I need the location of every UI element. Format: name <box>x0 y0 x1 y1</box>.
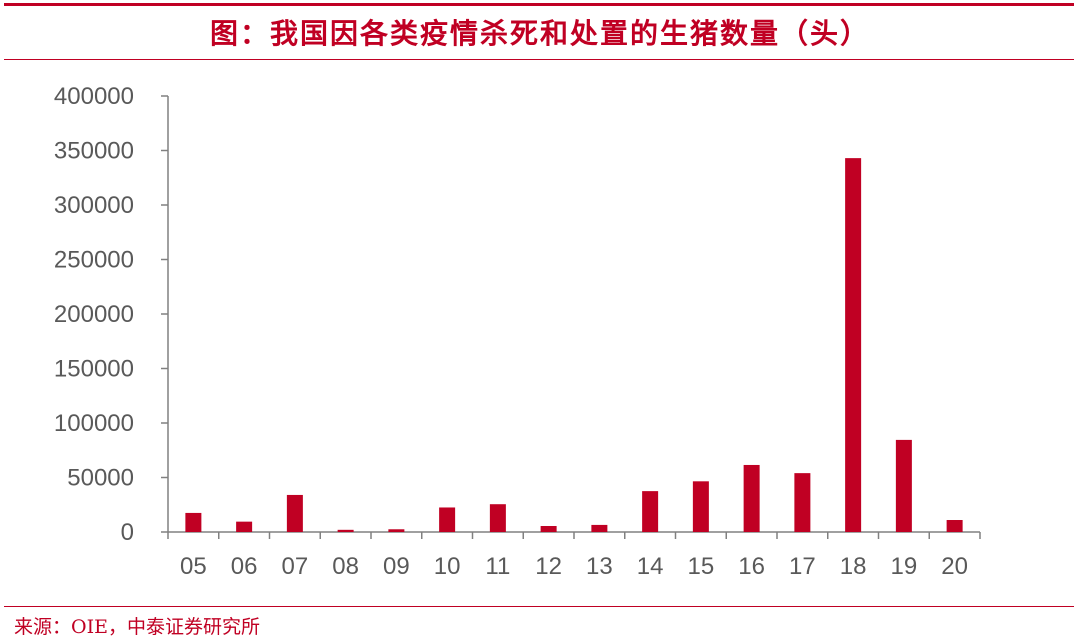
y-tick-label: 0 <box>121 519 134 546</box>
title-underline <box>4 59 1074 60</box>
bar-07 <box>286 494 303 532</box>
source-note: 来源：OIE，中泰证券研究所 <box>14 616 260 638</box>
bar-17 <box>794 473 811 532</box>
bar-18 <box>845 158 862 532</box>
y-tick-label: 100000 <box>54 410 134 437</box>
x-tick-label: 07 <box>282 553 309 580</box>
bar-13 <box>591 524 608 532</box>
bar-11 <box>489 504 506 532</box>
x-tick-label: 12 <box>535 553 562 580</box>
bar-series <box>185 158 963 532</box>
y-tick-label: 50000 <box>67 465 134 492</box>
x-tick-label: 20 <box>941 553 968 580</box>
bar-06 <box>236 521 253 532</box>
x-tick-label: 11 <box>485 553 510 580</box>
y-tick-label: 300000 <box>54 192 134 219</box>
bar-12 <box>540 526 557 532</box>
bar-05 <box>185 512 202 532</box>
y-tick-label: 150000 <box>54 356 134 383</box>
x-tick-label: 08 <box>332 553 359 580</box>
y-tick-label: 350000 <box>54 138 134 165</box>
top-rule <box>4 3 1074 6</box>
y-tick-label: 400000 <box>54 83 134 110</box>
x-tick-label: 15 <box>688 553 715 580</box>
x-tick-label: 19 <box>891 553 918 580</box>
bar-19 <box>895 439 912 532</box>
x-axis: 05 06 07 08 09 10 11 12 13 14 15 16 17 18 19 20 <box>167 531 981 580</box>
y-tick-label: 250000 <box>54 247 134 274</box>
bar-09 <box>388 529 405 532</box>
bar-08 <box>337 529 354 532</box>
x-tick-label: 13 <box>586 553 613 580</box>
bar-16 <box>743 464 760 532</box>
bar-20 <box>946 520 963 532</box>
bar-14 <box>642 491 659 532</box>
bar-15 <box>692 481 709 532</box>
x-tick-label: 06 <box>231 553 258 580</box>
x-tick-label: 18 <box>840 553 867 580</box>
bottom-rule <box>4 606 1074 607</box>
y-axis: 0 50000 100000 150000 200000 250000 300000 3500… <box>54 83 169 546</box>
chart-title: 图：我国因各类疫情杀死和处置的生猪数量（头） <box>209 17 870 50</box>
x-tick-label: 14 <box>637 553 664 580</box>
x-tick-label: 09 <box>383 553 410 580</box>
x-tick-label: 16 <box>738 553 765 580</box>
bar-chart: 0 50000 100000 150000 200000 250000 300000 3500… <box>54 83 981 580</box>
bar-10 <box>439 507 456 532</box>
y-tick-label: 200000 <box>54 301 134 328</box>
x-tick-label: 05 <box>180 553 207 580</box>
x-tick-label: 17 <box>789 553 816 580</box>
x-tick-label: 10 <box>434 553 461 580</box>
